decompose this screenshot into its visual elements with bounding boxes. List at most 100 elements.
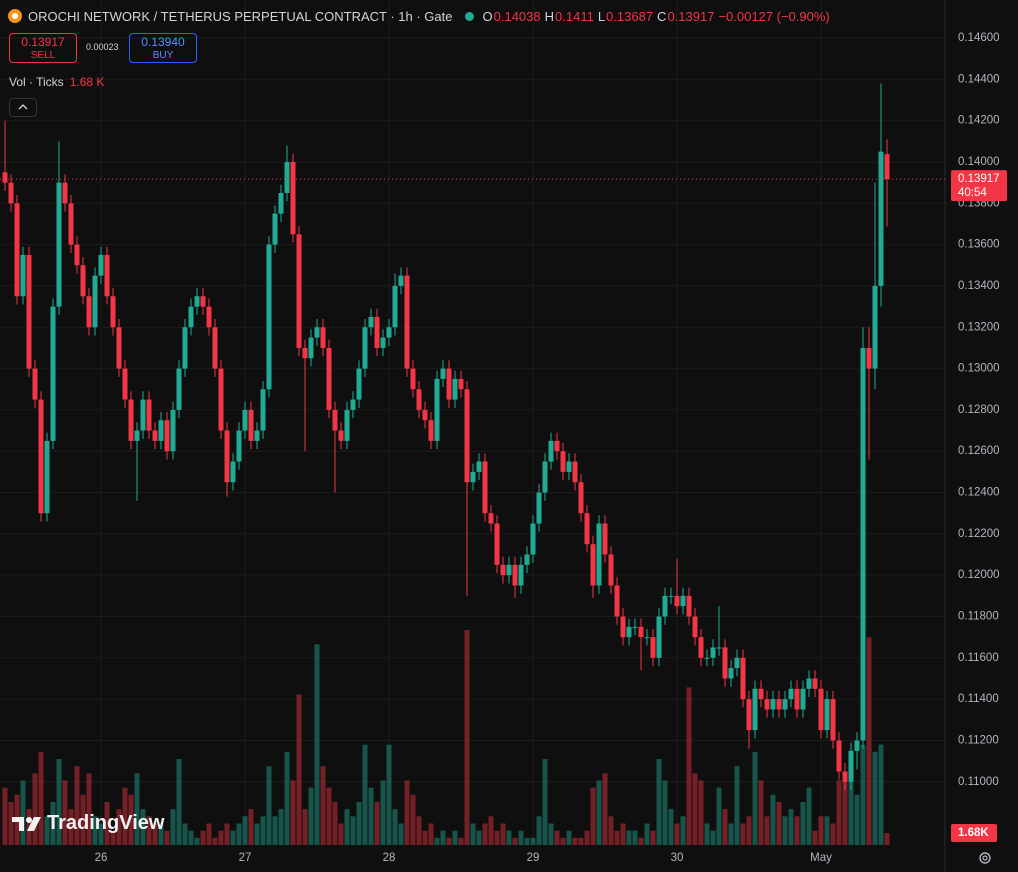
candle-body [188,306,194,328]
candle-body [116,327,122,369]
volume-bar [836,780,842,845]
ohlc-value: 0.1411 [555,8,594,24]
watermark[interactable]: TradingView [12,812,164,835]
volume-bar [524,837,530,845]
candle-body [860,347,866,741]
sell-button[interactable]: 0.13917 SELL [9,33,77,63]
volume-bar [518,830,524,845]
volume-bar [188,830,194,845]
volume-bar [602,773,608,845]
volume-bar [410,794,416,845]
candle-body [56,182,62,307]
x-tick-label: 29 [527,852,540,864]
candle-body [572,461,578,483]
candle-body [578,482,584,514]
volume-bar [302,809,308,845]
volume-bar [620,823,626,845]
volume-bar [626,830,632,845]
candle-body [476,461,482,472]
candle-body [662,595,668,617]
volume-bar [266,766,272,845]
candle-body [140,399,146,431]
volume-bar [62,780,68,845]
ohlc-label: H [544,8,555,24]
x-tick-label: 26 [95,852,108,864]
volume-bar [698,780,704,845]
x-tick-label: 28 [383,852,396,864]
volume-bar [278,809,284,845]
volume-bar [842,773,848,845]
candle-body [506,564,512,576]
market-status[interactable] [464,11,474,21]
volume-bar [362,744,368,845]
volume-bar [470,823,476,845]
candle-body [758,688,764,700]
candle-body [386,327,392,338]
candle-body [38,399,44,514]
candle-body [284,161,290,193]
y-tick-label: 0.14600 [958,32,1000,44]
volume-bar [200,830,206,845]
y-tick-label: 0.13200 [958,321,1000,333]
volume-bar [374,802,380,845]
x-tick-label: 30 [671,852,684,864]
volume-bar [800,802,806,845]
volume-bar [650,830,656,845]
x-tick-label: May [810,852,832,864]
candle-body [392,285,398,328]
candle-body [470,471,476,483]
chart-title[interactable]: OROCHI NETWORK / TETHERUS PERPETUAL CONT… [28,8,453,24]
candle-body [770,699,776,710]
volume-bar [236,823,242,845]
candle-body [806,678,812,689]
volume-bar [428,823,434,845]
collapse-button[interactable] [9,98,37,117]
volume-bar [98,823,104,845]
candle-body [680,595,686,607]
volume-bar [122,787,128,845]
volume-bar [464,630,470,845]
x-tick-label: 27 [239,852,252,864]
volume-bar [176,759,182,845]
candle-body [482,461,488,514]
candle-body [698,637,704,658]
volume-last: 1.68 K [69,75,105,89]
candle-body [632,626,638,628]
candle-body [836,740,842,772]
candle-body [614,585,620,617]
candle-body [590,544,596,586]
volume-bar [866,637,872,845]
candle-body [248,409,254,441]
candle-body [44,440,50,514]
candle-body [68,203,74,245]
volume-bar [554,830,560,845]
volume-bar [284,751,290,845]
candle-body [332,409,338,431]
candle-body [362,327,368,369]
volume-bar [596,780,602,845]
buy-button[interactable]: 0.13940 BUY [129,33,197,63]
candle-body [524,554,530,565]
volume-bar [248,809,254,845]
candle-body [722,647,728,679]
candle-body [110,296,116,328]
volume-bar [338,823,344,845]
volume-bar [110,830,116,845]
volume-bar [548,823,554,845]
volume-bar [566,830,572,845]
settings-button[interactable] [979,852,991,864]
y-tick-label: 0.11200 [958,734,999,746]
candle-body [830,699,836,741]
volume-bar [452,830,458,845]
candle-body [86,296,92,328]
candle-body [842,771,848,782]
y-tick-label: 0.11600 [958,652,999,664]
candle-body [230,461,236,483]
volume-bar [350,816,356,845]
countdown-label: 40:54 [958,187,987,199]
volume-title[interactable]: Vol · Ticks [9,75,64,89]
candle-body [356,368,362,400]
candle-body [218,368,224,431]
candle-body [236,430,242,462]
